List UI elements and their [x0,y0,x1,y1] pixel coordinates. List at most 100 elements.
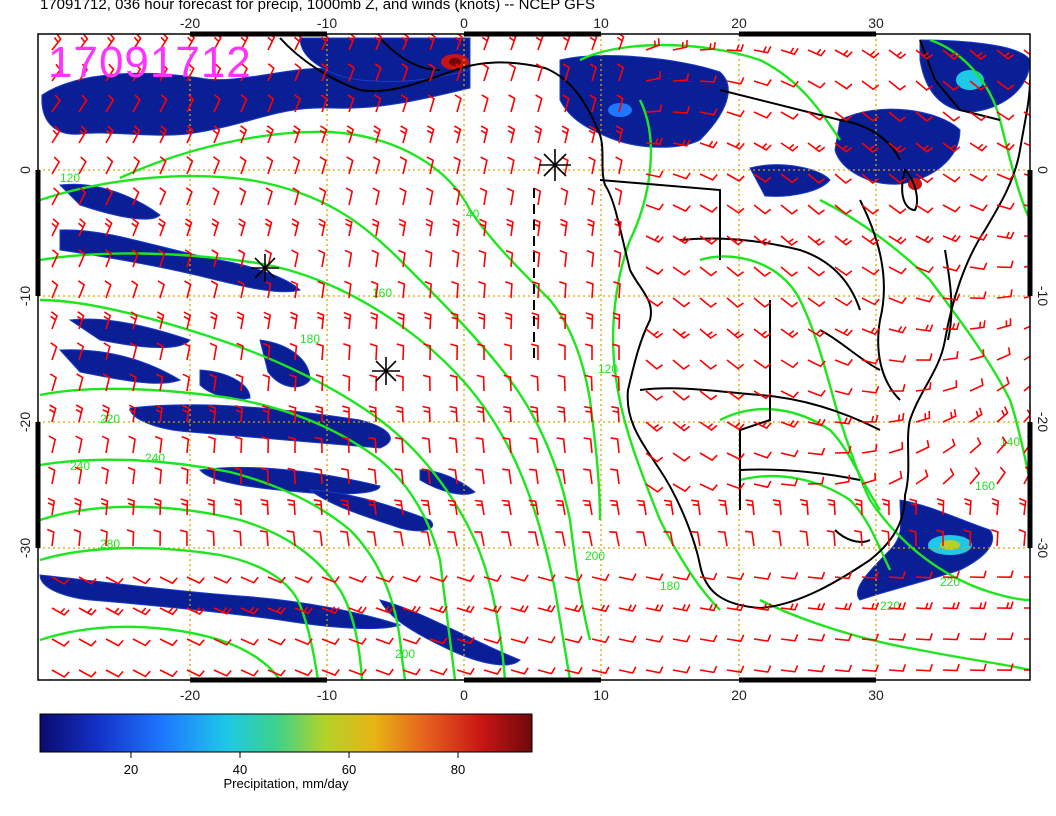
wind-barb [969,601,987,610]
wind-barb [645,203,664,211]
wind-barb [77,280,86,299]
wind-barb [292,125,301,144]
wind-barb [266,156,274,175]
wind-barb [236,342,244,361]
wind-barb [753,572,772,580]
wind-barb [726,572,745,581]
wind-barb [888,297,907,305]
wind-barb [888,49,907,60]
wind-barb [780,359,799,369]
wind-barb [915,632,933,641]
wind-barb [942,142,961,153]
wind-barb [235,373,244,392]
wind-barb [366,530,377,547]
wind-barb [888,571,907,579]
wind-barb [780,634,799,642]
wind-barb [319,156,327,175]
wind-barb [180,467,189,485]
x-tick-bottom: 30 [868,687,884,703]
wind-barb [881,498,890,516]
wind-barb [888,80,907,91]
wind-barb [159,576,178,585]
wind-barb [213,638,232,646]
wind-barb [211,218,220,237]
wind-barb [51,94,61,113]
wind-barb [321,606,340,615]
wind-barb [158,249,166,268]
wind-barb [861,204,880,215]
wind-barb [556,437,566,454]
wind-barb [645,297,664,308]
wind-barb [834,633,853,642]
wind-barb [528,499,539,516]
wind-barb [128,404,137,423]
wind-barb [834,173,852,185]
wind-barb [834,297,853,307]
wind-barb [996,142,1015,151]
wind-barb [861,111,880,122]
x-tick-bottom: -10 [317,687,337,703]
wind-barb [425,187,434,206]
wind-barb [159,63,169,82]
wind-barb [663,530,674,547]
wind-barb [155,404,163,423]
wind-barb [530,405,539,423]
wind-barb [48,466,56,485]
colorbar-tick: 60 [341,762,357,777]
wind-barb [449,374,458,392]
wind-barb [780,420,799,428]
wind-barb [397,312,405,330]
wind-barb [558,312,567,330]
wind-barb [556,405,566,423]
frame-ticks [35,31,1033,683]
wind-barb [996,663,1014,672]
wind-barb [212,187,220,206]
wind-barb [969,349,985,361]
wind-barb [529,468,539,485]
wind-barb [557,374,566,392]
wind-barb [699,204,718,213]
wind-barb [615,125,624,144]
wind-barb [645,483,664,493]
wind-barb [185,187,193,206]
wind-barb [691,499,701,516]
wind-barb [915,663,933,672]
wind-barb [132,63,142,82]
contour-label: 120 [598,362,618,376]
wind-barb [398,218,407,237]
wind-barb [587,218,595,237]
wind-barb [240,669,259,677]
wind-barb [1018,497,1027,516]
wind-barb [451,280,459,299]
wind-barb [888,111,906,123]
wind-barb [834,328,853,337]
wind-barb [505,249,514,268]
wind-barb [969,378,984,392]
wind-barb [834,80,853,90]
wind-barb [699,572,718,581]
wind-barb [267,94,275,113]
wind-barb [614,187,623,206]
wind-barb [49,373,58,392]
wind-barb [861,49,880,59]
wind-barb [240,606,259,615]
wind-barb [615,156,623,175]
wind-barb [315,374,324,392]
wind-barb [645,573,664,581]
wind-barb [291,249,299,268]
wind-barb [128,435,136,454]
wind-barb [183,342,191,361]
wind-barb [158,218,166,237]
wind-barb [429,605,448,614]
wind-barb [726,297,744,309]
wind-barb [888,602,907,610]
wind-barb [235,404,243,423]
wind-barb [1023,142,1030,147]
wind-barb [996,173,1015,181]
wind-barb [78,34,89,51]
contour-label: 280 [100,537,120,551]
wind-barb [807,359,826,368]
wind-barb [369,374,378,392]
wind-barb [612,343,620,360]
wind-barb [51,34,62,51]
